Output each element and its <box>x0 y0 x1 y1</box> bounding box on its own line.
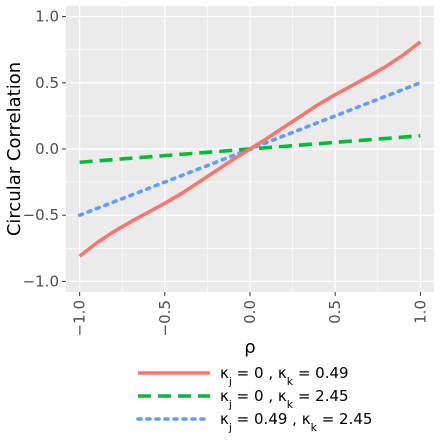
y-tick-label: 0.0 <box>35 140 59 158</box>
legend-label: κj = 0 , κk = 0.49 <box>220 364 349 388</box>
x-tick-label: 0.0 <box>241 300 259 324</box>
y-tick-label: −0.5 <box>23 206 59 224</box>
legend-label: κj = 0.49 , κk = 2.45 <box>220 410 372 434</box>
x-axis-ticks: −1.0 −0.5 0.0 0.5 1.0 <box>71 292 429 336</box>
y-axis-title: Circular Correlation <box>4 62 25 236</box>
legend-label: κj = 0 , κk = 2.45 <box>220 387 349 411</box>
y-tick-label: −1.0 <box>23 272 59 290</box>
y-tick-label: 0.5 <box>35 74 59 92</box>
y-tick-label: 1.0 <box>35 8 59 26</box>
x-tick-label: −1.0 <box>71 300 89 336</box>
x-tick-label: 0.5 <box>326 300 344 324</box>
x-tick-label: −0.5 <box>156 300 174 336</box>
y-axis-ticks: 1.0 0.5 0.0 −0.5 −1.0 <box>23 8 66 290</box>
series-lines <box>77 40 423 258</box>
x-axis-title: ρ <box>244 337 255 358</box>
series-line <box>78 40 422 258</box>
x-tick-label: 1.0 <box>411 300 429 324</box>
